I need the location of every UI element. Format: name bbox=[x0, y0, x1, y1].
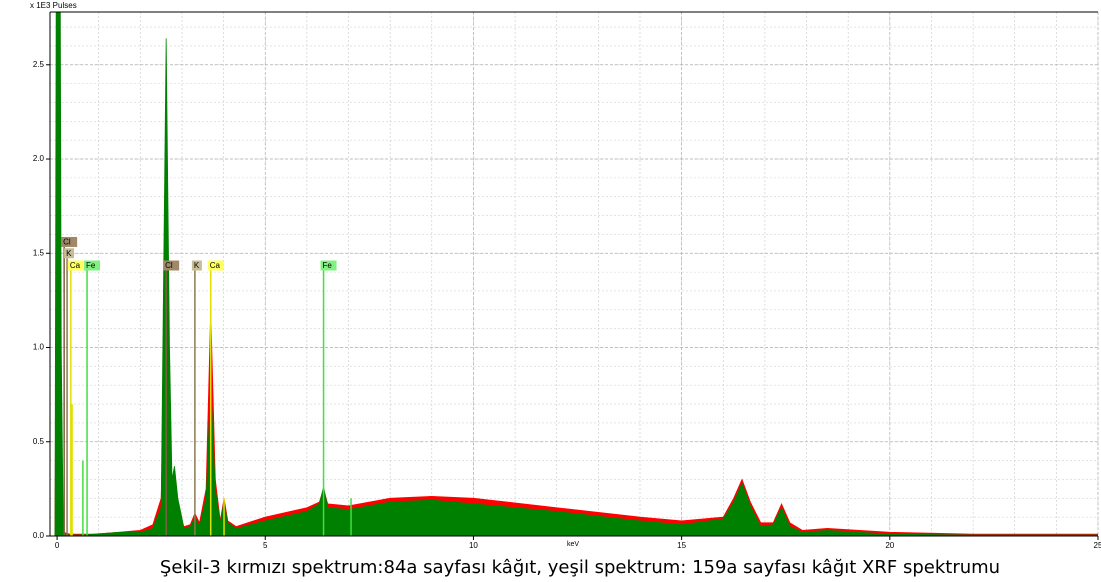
element-label-box bbox=[61, 236, 78, 247]
element-label-box bbox=[320, 260, 337, 271]
element-label-box bbox=[191, 260, 202, 271]
x-tick-label: 15 bbox=[677, 541, 686, 550]
element-label: Fe bbox=[86, 261, 96, 270]
x-tick-label: 20 bbox=[885, 541, 894, 550]
x-tick-label: 25 bbox=[1094, 541, 1101, 550]
x-tick-label: 10 bbox=[469, 541, 478, 550]
element-label-box bbox=[207, 260, 224, 271]
element-label: K bbox=[66, 249, 72, 258]
y-tick-label: 1.0 bbox=[33, 343, 45, 352]
element-label: Fe bbox=[323, 261, 333, 270]
y-tick-label: 0.5 bbox=[33, 437, 45, 446]
element-label-box bbox=[67, 260, 84, 271]
element-label-box bbox=[64, 248, 75, 259]
y-tick-label: 2.5 bbox=[33, 60, 45, 69]
plot-area bbox=[54, 12, 1098, 536]
y-tick-label: 2.0 bbox=[33, 154, 45, 163]
y-tick-label: 1.5 bbox=[33, 248, 45, 257]
element-label: Cl bbox=[63, 238, 71, 247]
y-tick-label: 0.0 bbox=[33, 531, 45, 540]
x-tick-label: 0 bbox=[55, 541, 60, 550]
spectrum-area bbox=[54, 64, 1098, 536]
element-label-box bbox=[84, 260, 101, 271]
y-axis-label: x 1E3 Pulses bbox=[30, 1, 77, 10]
element-label: Ca bbox=[210, 261, 221, 270]
x-axis-label: keV bbox=[567, 541, 579, 548]
element-label-box bbox=[163, 260, 180, 271]
element-label: K bbox=[194, 261, 200, 270]
element-label: Cl bbox=[165, 261, 173, 270]
spectrum-area bbox=[54, 12, 1098, 536]
caption: Şekil-3 kırmızı spektrum:84a sayfası kâğ… bbox=[160, 557, 1000, 578]
element-label: Ca bbox=[70, 261, 81, 270]
x-tick-label: 5 bbox=[263, 541, 268, 550]
